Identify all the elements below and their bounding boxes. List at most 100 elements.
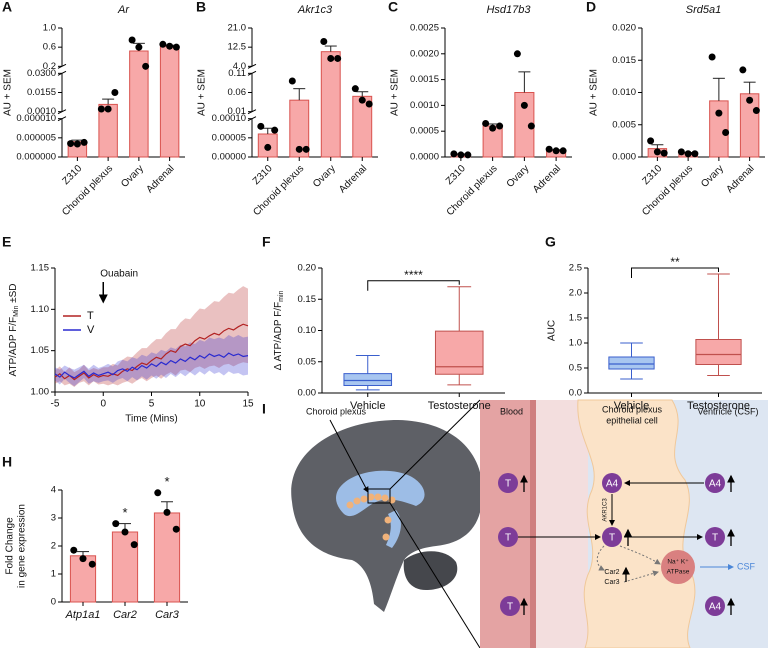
y-tick-label: 0.0: [569, 388, 582, 399]
significance: **: [670, 255, 680, 269]
y-tick-label: 0.0005: [410, 126, 439, 137]
node: [500, 596, 520, 616]
y-tick-label: 0.0300: [27, 68, 56, 79]
data-point: [73, 140, 81, 148]
panel: A Ar AU + SEM 0.000000 0.000005 0.0000100.001…: [2, 0, 185, 218]
y-tick-label: 0.0155: [27, 87, 56, 98]
dot: [384, 516, 392, 524]
bar: [709, 100, 729, 158]
y-axis-label: Fold Change: [5, 517, 16, 575]
node: [602, 527, 622, 547]
node: [498, 473, 518, 493]
box: [434, 330, 484, 375]
significance: *: [122, 505, 127, 520]
panel-letter: E: [2, 234, 11, 250]
panel-letter: G: [545, 234, 556, 250]
data-point: [79, 555, 87, 563]
y-tick-label: 1.10: [31, 304, 50, 315]
data-point: [365, 100, 373, 108]
axis-break: [247, 70, 257, 76]
panel: D Srd5a1 AU + SEM 0.000 0.005 0.010 0.015 0.020…: [586, 0, 765, 218]
panel: C Hsd17b3 AU + SEM 0.0000 0.0005 0.0010 0.0015…: [388, 0, 572, 218]
x-tick-label: Vehicle: [614, 400, 649, 412]
node-label: T: [505, 479, 511, 490]
data-point: [163, 508, 171, 516]
data-point: [527, 122, 535, 130]
x-tick-label: Adrenal: [724, 163, 756, 195]
y-tick-label: 0.00: [298, 388, 317, 399]
y-tick-label: 12.5: [228, 42, 247, 53]
dashed-arrow: [619, 545, 661, 565]
ventricle-shape: [336, 470, 425, 548]
y-axis-label: AU + SEM: [390, 69, 401, 116]
significance-bracket: [631, 267, 719, 278]
y-tick-label: 2.0: [569, 288, 582, 299]
data-point: [746, 96, 754, 104]
node-label: T: [609, 533, 615, 544]
y-tick-label: 0.005: [612, 119, 636, 130]
data-point: [660, 149, 668, 157]
data-point: [128, 36, 136, 44]
node: [498, 527, 518, 547]
brain: [291, 420, 483, 612]
epithelial-label: Choroid plexus: [602, 404, 663, 414]
gene-label: Car2: [604, 569, 619, 576]
y-axis-label: AUC: [547, 320, 558, 341]
dot: [374, 493, 382, 501]
bar: [69, 555, 97, 603]
panel: B Akr1c3 AU + SEM 0.00000 0.00005 0.000100.01…: [196, 0, 378, 218]
pointer: [329, 419, 369, 493]
data-point: [288, 77, 296, 85]
y-tick-label: 0.010: [612, 87, 636, 98]
data-point: [172, 43, 180, 51]
diagram: I Choroid plexus Blood Choroid plexus ep…: [262, 399, 768, 648]
data-point: [112, 520, 120, 528]
panel-letter: F: [262, 234, 271, 250]
data-point: [457, 151, 465, 159]
panel-letter: D: [586, 0, 596, 15]
output-label: CSF: [737, 561, 756, 571]
chart-title: Akr1c3: [297, 4, 333, 16]
dot: [346, 501, 354, 509]
x-tick-label: Testosterone: [428, 400, 491, 412]
x-tick-label: Ovary: [119, 163, 146, 190]
x-tick-label: 15: [242, 399, 254, 410]
zoom-line: [389, 399, 481, 490]
y-axis-label-part: Min: [13, 306, 20, 317]
panel: H Fold Change in gene expression 0 1 2 3 4 Atp1a…: [2, 454, 188, 621]
chart-title: Hsd17b3: [486, 4, 531, 16]
data-point: [104, 105, 112, 113]
data-point: [70, 546, 78, 554]
vessel-wall: [530, 400, 536, 648]
panel-letter: H: [2, 454, 12, 470]
y-tick-label: 1.5: [569, 313, 582, 324]
y-tick-label: 0.0025: [410, 23, 439, 34]
x-tick-label: Z310: [60, 163, 84, 187]
box: [608, 356, 655, 370]
y-tick-label: 0.0010: [410, 100, 439, 111]
y-tick-label: 0.000000: [16, 152, 56, 163]
legend-label: T: [87, 310, 94, 322]
x-tick-label: Z310: [640, 163, 664, 187]
sd-band: [55, 286, 248, 388]
pump-label: ATPase: [667, 569, 690, 576]
data-point: [111, 89, 119, 96]
data-point: [159, 40, 167, 48]
data-point: [302, 145, 310, 153]
y-tick-label: 0.10: [298, 325, 317, 336]
y-tick-label: 21.0: [228, 23, 247, 34]
y-tick-label: 0.06: [228, 87, 247, 98]
y-tick-label: 0.015: [612, 55, 636, 66]
data-point: [351, 85, 359, 93]
data-point: [88, 560, 96, 568]
data-point: [691, 150, 699, 158]
legend-label: V: [87, 324, 95, 336]
y-tick-label: 0.000005: [16, 132, 56, 143]
y-tick-label: 1: [51, 569, 56, 580]
node-label: T: [507, 602, 513, 613]
box: [343, 373, 393, 386]
y-axis-label: AU + SEM: [3, 69, 14, 116]
panel: G AUC 0.0 0.5 1.0 1.5 2.0 2.5 Vehicle Testosteron…: [545, 234, 762, 412]
x-tick-label: Ovary: [699, 163, 726, 190]
